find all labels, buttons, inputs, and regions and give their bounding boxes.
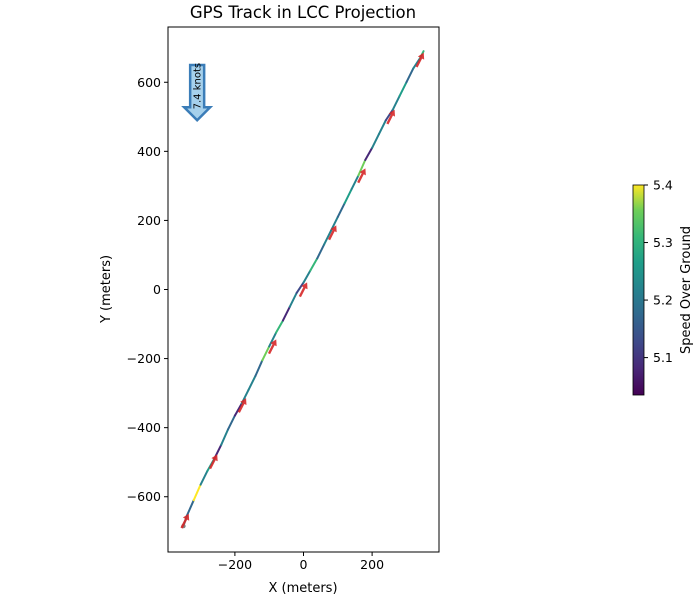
- direction-arrow-shape: [386, 109, 396, 125]
- y-axis-label: Y (meters): [99, 255, 114, 324]
- track-segment: [185, 499, 195, 517]
- direction-arrow-shape: [415, 52, 425, 68]
- direction-arrow: [298, 282, 308, 298]
- direction-arrow: [267, 339, 277, 355]
- x-tick-label: 200: [360, 557, 384, 572]
- x-axis-label: X (meters): [268, 581, 337, 596]
- y-tick-label: −400: [127, 420, 161, 435]
- direction-arrow-shape: [208, 454, 218, 470]
- colorbar-gradient: [632, 184, 645, 396]
- colorbar-tick-label: 5.1: [653, 350, 673, 365]
- track-segment: [254, 359, 264, 377]
- direction-arrow: [357, 168, 366, 184]
- track-segment: [391, 95, 401, 111]
- track-segment: [288, 291, 298, 308]
- y-tick-label: 400: [137, 144, 161, 159]
- track-segment: [275, 319, 284, 334]
- colorbar-ticks: 5.1 5.2 5.3 5.4: [644, 178, 673, 365]
- direction-arrow: [180, 513, 190, 529]
- track-layer: [181, 50, 425, 529]
- x-tick-label: 0: [300, 557, 308, 572]
- direction-arrow-shape: [237, 398, 247, 413]
- direction-arrow: [208, 454, 218, 470]
- direction-arrow-shape: [298, 282, 308, 298]
- direction-arrow-shape: [327, 225, 337, 241]
- chart-title: GPS Track in LCC Projection: [190, 3, 416, 22]
- track-segment: [227, 414, 236, 431]
- track-segment: [405, 67, 415, 84]
- y-tick-label: −600: [127, 489, 161, 504]
- wind-arrow-shape: [181, 63, 214, 123]
- y-tick-label: 0: [153, 282, 161, 297]
- wind-arrow: 7.4 knots: [181, 63, 214, 123]
- direction-arrow-shape: [180, 513, 190, 529]
- track-segment: [233, 402, 243, 417]
- track-segment: [377, 119, 387, 136]
- plot-area: 7.4 knots: [167, 26, 440, 553]
- direction-arrows: [180, 52, 425, 529]
- track-segment: [220, 428, 230, 446]
- x-tick-label: −200: [218, 557, 252, 572]
- track-segment: [384, 108, 394, 122]
- wind-arrow-label: 7.4 knots: [193, 63, 204, 109]
- track-segment: [247, 374, 257, 391]
- y-tick-label: 600: [137, 75, 161, 90]
- direction-arrow: [237, 398, 247, 413]
- direction-arrow: [327, 225, 337, 241]
- track-segment: [336, 202, 346, 218]
- track-segment: [371, 133, 380, 149]
- direction-arrow-shape: [357, 168, 366, 184]
- track-segment: [343, 188, 353, 205]
- colorbar: 5.1 5.2 5.3 5.4 Speed Over Ground: [632, 178, 694, 396]
- track-segment: [192, 483, 202, 502]
- y-tick-label: −200: [127, 351, 161, 366]
- track-segment: [261, 345, 271, 362]
- direction-arrow-shape: [267, 339, 277, 355]
- track-segment: [357, 158, 367, 177]
- track-segment: [364, 146, 374, 161]
- track-segment: [398, 81, 408, 98]
- colorbar-tick-label: 5.2: [653, 293, 673, 308]
- direction-arrow: [415, 52, 425, 68]
- x-axis: −200 0 200: [218, 552, 384, 572]
- colorbar-tick-label: 5.4: [653, 178, 673, 193]
- y-axis: 600 400 200 0 −200 −400 −600: [127, 75, 168, 504]
- track-segment: [199, 469, 209, 486]
- direction-arrow: [386, 109, 396, 125]
- track-segment: [302, 269, 312, 284]
- track-segment: [309, 257, 319, 272]
- track-segment: [281, 305, 291, 322]
- colorbar-label: Speed Over Ground: [679, 226, 694, 354]
- track-segment: [295, 281, 305, 294]
- y-tick-label: 200: [137, 213, 161, 228]
- track-segment: [323, 229, 332, 246]
- track-segment: [316, 243, 326, 260]
- track-segment: [268, 331, 278, 348]
- track-segment: [350, 174, 360, 191]
- colorbar-tick-label: 5.3: [653, 235, 673, 250]
